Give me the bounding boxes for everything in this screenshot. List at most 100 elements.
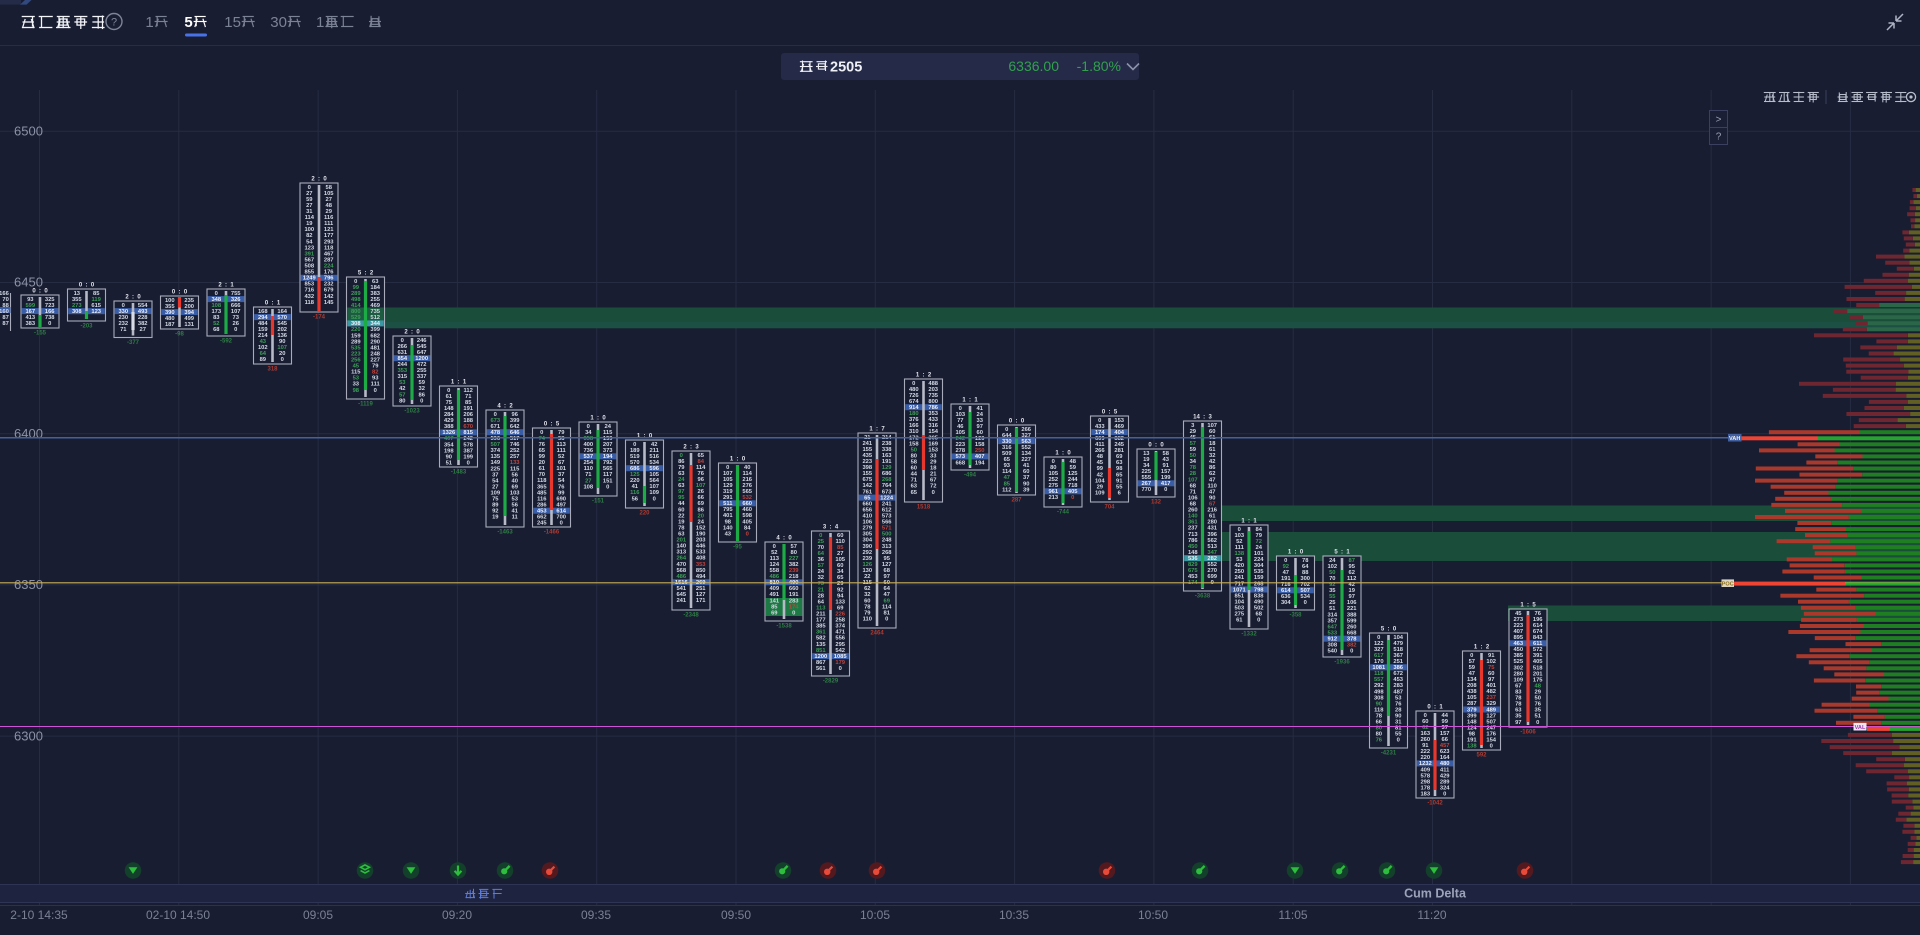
svg-text:257: 257 <box>510 454 520 460</box>
svg-text:-592: -592 <box>220 339 233 345</box>
svg-text:221: 221 <box>1347 606 1357 612</box>
svg-text:47: 47 <box>1209 477 1215 483</box>
svg-text:60: 60 <box>1209 429 1215 435</box>
svg-text:358: 358 <box>583 436 593 442</box>
svg-text:90: 90 <box>446 454 452 460</box>
svg-text:76: 76 <box>697 471 704 477</box>
svg-text:829: 829 <box>1188 562 1198 568</box>
svg-text:60: 60 <box>1023 469 1029 475</box>
svg-text:93: 93 <box>372 376 379 382</box>
svg-text:66: 66 <box>1376 720 1383 726</box>
svg-text:0 : 0: 0 : 0 <box>79 283 95 289</box>
svg-text:80: 80 <box>1376 732 1382 738</box>
svg-text:191: 191 <box>1281 576 1291 582</box>
svg-text:24: 24 <box>697 519 704 525</box>
svg-text:1 : 1: 1 : 1 <box>1241 519 1257 525</box>
svg-text:385: 385 <box>1513 653 1523 659</box>
svg-text:3: 3 <box>1191 423 1195 429</box>
svg-text:570: 570 <box>277 315 287 321</box>
svg-text:225: 225 <box>490 466 500 472</box>
svg-text:471: 471 <box>835 630 845 636</box>
svg-text:64: 64 <box>883 586 890 592</box>
svg-text:0: 0 <box>839 666 842 672</box>
svg-text:11: 11 <box>512 515 519 521</box>
svg-text:13: 13 <box>1143 451 1150 457</box>
svg-text:686: 686 <box>630 466 640 472</box>
svg-text:34: 34 <box>1143 463 1150 469</box>
svg-text:27: 27 <box>492 485 498 491</box>
svg-text:227: 227 <box>370 358 380 364</box>
svg-text:327: 327 <box>1021 433 1031 439</box>
svg-text:0: 0 <box>932 490 935 496</box>
svg-text:89: 89 <box>260 357 267 363</box>
svg-text:237: 237 <box>1188 526 1198 532</box>
svg-text:490: 490 <box>1254 600 1264 606</box>
svg-text:314: 314 <box>1327 612 1337 618</box>
svg-text:498: 498 <box>351 297 361 303</box>
svg-text:114: 114 <box>1002 469 1012 475</box>
svg-text:666: 666 <box>231 303 241 309</box>
svg-text:224: 224 <box>324 264 334 270</box>
svg-text:107: 107 <box>1207 423 1217 429</box>
svg-text:24: 24 <box>1329 558 1336 564</box>
svg-text:0: 0 <box>467 461 470 467</box>
svg-text:281: 281 <box>1114 448 1124 454</box>
svg-text:95: 95 <box>1348 564 1355 570</box>
svg-text:82: 82 <box>306 233 312 239</box>
svg-text:792: 792 <box>603 460 613 466</box>
svg-text:103: 103 <box>1234 533 1244 539</box>
svg-text:109: 109 <box>1513 677 1523 683</box>
svg-text:131: 131 <box>184 322 194 328</box>
svg-text:0: 0 <box>1257 618 1260 624</box>
svg-text:148: 148 <box>1467 719 1477 725</box>
svg-text:564: 564 <box>649 478 659 484</box>
svg-text:387: 387 <box>463 448 473 454</box>
svg-text:61: 61 <box>1209 514 1216 520</box>
svg-text:97: 97 <box>678 489 684 495</box>
svg-text:268: 268 <box>1254 581 1264 587</box>
svg-text:460: 460 <box>742 507 752 513</box>
svg-text:0 : 0: 0 : 0 <box>32 289 48 295</box>
svg-text:399: 399 <box>510 418 520 424</box>
svg-text:198: 198 <box>444 448 454 454</box>
svg-text:138: 138 <box>1467 744 1477 750</box>
svg-text:18: 18 <box>930 466 937 472</box>
svg-text:116: 116 <box>630 490 640 496</box>
svg-text:11:20: 11:20 <box>1417 908 1446 922</box>
svg-text:24: 24 <box>1255 545 1262 551</box>
svg-text:770: 770 <box>1141 487 1151 493</box>
svg-text:47: 47 <box>883 592 889 598</box>
svg-text:80: 80 <box>1376 726 1382 732</box>
svg-text:111: 111 <box>324 221 334 227</box>
svg-text:268: 268 <box>882 550 892 556</box>
svg-text:109: 109 <box>490 491 500 497</box>
svg-text:2 : 0: 2 : 0 <box>404 330 420 336</box>
svg-text:63: 63 <box>678 471 685 477</box>
svg-text:110: 110 <box>863 616 872 622</box>
svg-text:113: 113 <box>557 442 567 448</box>
svg-text:167: 167 <box>25 309 35 315</box>
svg-text:105: 105 <box>1467 695 1477 701</box>
svg-text:97: 97 <box>883 574 889 580</box>
svg-text:60: 60 <box>911 466 917 472</box>
svg-text:116: 116 <box>537 496 547 502</box>
svg-text:764: 764 <box>882 483 892 489</box>
svg-text:63: 63 <box>1116 460 1123 466</box>
svg-text:51: 51 <box>1534 714 1541 720</box>
svg-text:470: 470 <box>676 562 686 568</box>
svg-text:1200: 1200 <box>415 356 428 362</box>
svg-text:735: 735 <box>370 309 380 315</box>
svg-text:623: 623 <box>1440 749 1450 755</box>
svg-text:1: 1 <box>145 14 153 31</box>
svg-text:140: 140 <box>723 525 733 531</box>
svg-text:497: 497 <box>556 503 566 509</box>
svg-text:191: 191 <box>789 592 799 598</box>
svg-text:1518: 1518 <box>917 505 931 511</box>
svg-text:409: 409 <box>769 586 779 592</box>
svg-text:199: 199 <box>463 454 473 460</box>
svg-text:660: 660 <box>862 501 872 507</box>
svg-text:98: 98 <box>725 519 732 525</box>
svg-text:246: 246 <box>417 338 427 344</box>
svg-text:191: 191 <box>463 406 473 412</box>
svg-text:6336.00: 6336.00 <box>1008 58 1059 74</box>
